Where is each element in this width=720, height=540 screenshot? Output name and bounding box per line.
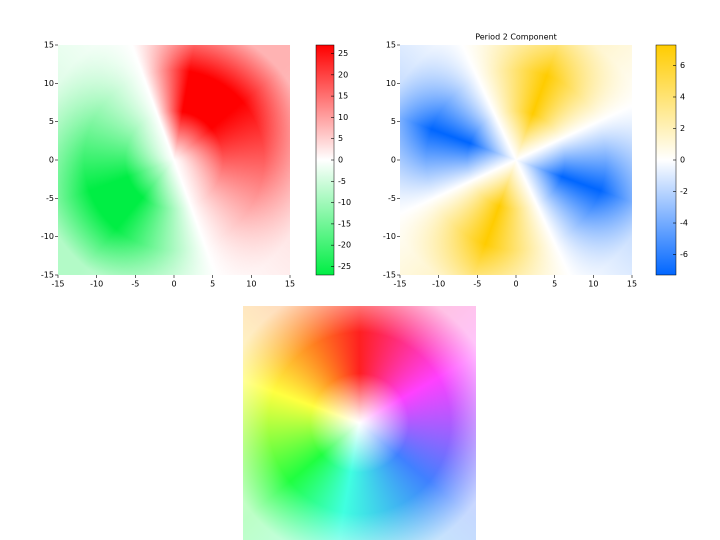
x-tick-label: 0 (513, 280, 518, 289)
phase-image (243, 306, 476, 540)
colorbar-tick-label: -2 (680, 187, 688, 196)
colorbar-tick-label: -6 (680, 250, 688, 259)
x-tick-label: 15 (627, 280, 637, 289)
colorbar-tick-label: 6 (680, 61, 685, 70)
x-tick-label: -15 (51, 280, 64, 289)
y-tick-label: 15 (386, 41, 396, 50)
colorbar-tick-label: -25 (338, 262, 351, 271)
colorbar-tick-label: -15 (338, 219, 351, 228)
y-tick-label: 5 (391, 117, 396, 126)
colorbar-tick-label: 15 (338, 92, 348, 101)
x-tick-label: -5 (131, 280, 139, 289)
x-tick-label: 15 (285, 280, 295, 289)
colorbar-tick-label: -10 (338, 198, 351, 207)
x-tick-label: -5 (473, 280, 481, 289)
x-tick-label: 0 (171, 280, 176, 289)
y-tick-label: -5 (388, 194, 396, 203)
y-tick-label: 10 (386, 79, 396, 88)
colorbar-tick-label: 25 (338, 49, 348, 58)
colorbar-tick-label: 0 (338, 156, 343, 165)
heatmap (400, 45, 632, 275)
heatmap (58, 45, 290, 275)
colorbar-tick-label: 2 (680, 124, 685, 133)
colorbar-tick-label: -5 (338, 177, 346, 186)
x-tick-label: -10 (432, 280, 445, 289)
y-tick-label: -15 (383, 271, 396, 280)
y-tick-label: -10 (383, 232, 396, 241)
x-tick-label: 10 (588, 280, 598, 289)
colorbar-tick-label: -20 (338, 241, 351, 250)
y-tick-label: -15 (41, 271, 54, 280)
y-tick-label: 5 (49, 117, 54, 126)
colorbar-tick-label: 0 (680, 156, 685, 165)
colorbar-tick-label: 5 (338, 134, 343, 143)
y-tick-label: 15 (44, 41, 54, 50)
y-tick-label: -5 (46, 194, 54, 203)
colorbar-tick-label: 20 (338, 70, 348, 79)
y-tick-label: -10 (41, 232, 54, 241)
colorbar-tick-label: -4 (680, 219, 688, 228)
y-tick-label: 10 (44, 79, 54, 88)
x-tick-label: -15 (393, 280, 406, 289)
x-tick-label: 5 (210, 280, 215, 289)
x-tick-label: 5 (552, 280, 557, 289)
colorbar-tick-label: 10 (338, 113, 348, 122)
colorbar-tick-label: 4 (680, 92, 685, 101)
y-tick-label: 0 (49, 156, 54, 165)
x-tick-label: 10 (246, 280, 256, 289)
chart-title: Period 2 Component (475, 33, 557, 42)
y-tick-label: 0 (391, 156, 396, 165)
x-tick-label: -10 (90, 280, 103, 289)
